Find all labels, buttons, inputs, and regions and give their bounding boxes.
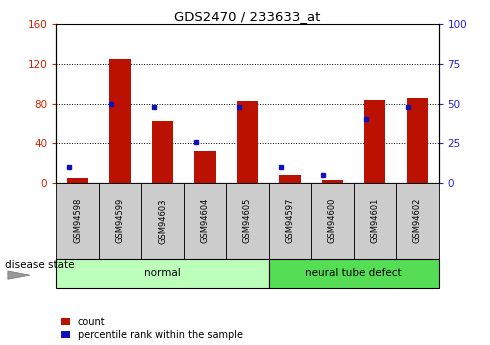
Bar	[269, 183, 311, 259]
Bar	[56, 183, 99, 259]
Bar	[109, 59, 131, 183]
Bar	[99, 183, 141, 259]
Text: neural tube defect: neural tube defect	[305, 268, 402, 278]
Text: GSM94599: GSM94599	[116, 198, 124, 244]
Bar	[322, 180, 343, 183]
Text: GSM94602: GSM94602	[413, 198, 422, 244]
Text: disease state: disease state	[5, 260, 74, 270]
Bar	[311, 183, 354, 259]
Text: normal: normal	[144, 268, 181, 278]
Bar	[195, 151, 216, 183]
Bar	[184, 183, 226, 259]
Bar	[279, 175, 300, 183]
Polygon shape	[8, 271, 30, 279]
Text: GSM94605: GSM94605	[243, 198, 252, 244]
Bar	[152, 121, 173, 183]
Text: GSM94601: GSM94601	[370, 198, 379, 244]
Text: GSM94603: GSM94603	[158, 198, 167, 244]
Text: GSM94597: GSM94597	[285, 198, 294, 244]
Text: GSM94604: GSM94604	[200, 198, 210, 244]
Bar	[269, 259, 439, 288]
Title: GDS2470 / 233633_at: GDS2470 / 233633_at	[174, 10, 320, 23]
Legend: count, percentile rank within the sample: count, percentile rank within the sample	[61, 317, 243, 340]
Bar	[237, 100, 258, 183]
Bar	[56, 259, 269, 288]
Bar	[67, 178, 88, 183]
Bar	[396, 183, 439, 259]
Bar	[407, 98, 428, 183]
Text: GSM94600: GSM94600	[328, 198, 337, 244]
Bar	[354, 183, 396, 259]
Text: GSM94598: GSM94598	[73, 198, 82, 244]
Bar	[364, 100, 386, 183]
Bar	[226, 183, 269, 259]
Bar	[141, 183, 184, 259]
